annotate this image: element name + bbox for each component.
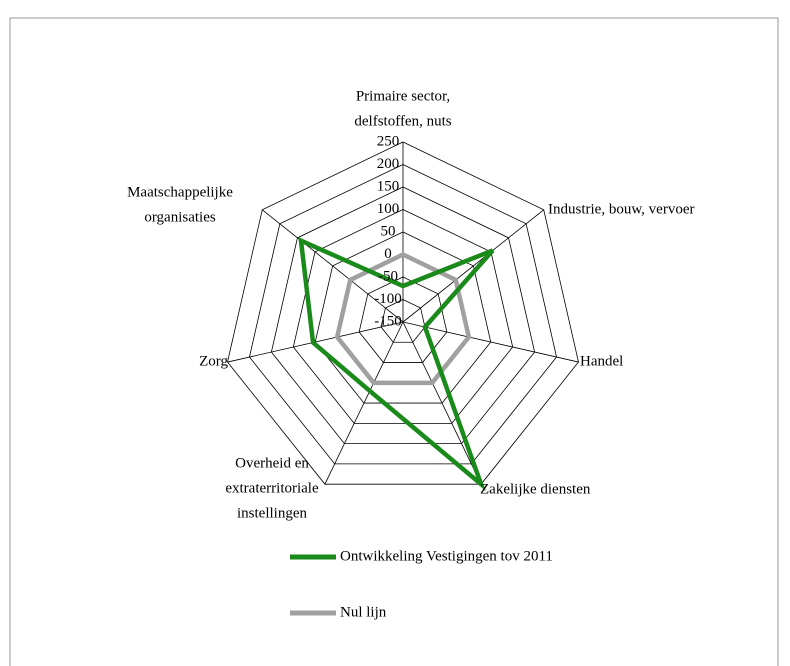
- category-label: instellingen: [237, 505, 307, 521]
- category-label: Primaire sector,: [356, 88, 450, 104]
- category-label: Zorg: [199, 353, 228, 369]
- spoke: [402, 209, 544, 323]
- r-tick-label: 50: [381, 223, 396, 239]
- r-tick-label: 0: [384, 246, 392, 262]
- category-label: Maatschappelijke: [127, 184, 233, 200]
- r-tick-label: 250: [377, 133, 400, 149]
- category-label: delfstoffen, nuts: [354, 113, 451, 129]
- grid-ring: [380, 299, 426, 343]
- r-tick-label: 150: [377, 178, 400, 194]
- r-tick-label: 100: [377, 201, 400, 217]
- category-label: Zakelijke diensten: [480, 481, 591, 497]
- grid-ring: [227, 141, 579, 485]
- legend-label: Ontwikkeling Vestigingen tov 2011: [340, 548, 553, 564]
- grid-ring: [292, 209, 514, 424]
- category-label: extraterritoriale: [225, 480, 319, 496]
- grid-ring: [270, 186, 536, 445]
- category-label: Handel: [580, 353, 623, 369]
- spoke: [402, 321, 579, 363]
- r-tick-label: -150: [374, 313, 402, 329]
- spoke: [324, 321, 404, 485]
- grid-ring: [358, 276, 448, 363]
- spoke: [402, 321, 482, 485]
- legend-label: Nul lijn: [340, 604, 387, 620]
- grid-ring: [314, 231, 492, 404]
- grid-ring: [249, 164, 557, 465]
- series-line: [298, 236, 495, 492]
- category-label: Overheid en: [235, 455, 309, 471]
- category-label: organisaties: [144, 209, 216, 225]
- spoke: [262, 209, 404, 323]
- r-tick-label: -100: [374, 291, 402, 307]
- r-tick-label: -50: [378, 268, 398, 284]
- category-label: Industrie, bouw, vervoer: [548, 201, 694, 217]
- r-tick-label: 200: [377, 156, 400, 172]
